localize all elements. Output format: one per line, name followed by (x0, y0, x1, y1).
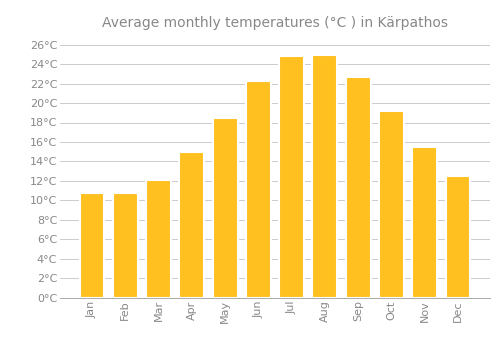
Title: Average monthly temperatures (°C ) in Kärpathos: Average monthly temperatures (°C ) in Kä… (102, 16, 448, 30)
Bar (279, 56, 304, 298)
Bar (246, 81, 271, 298)
Bar (80, 194, 104, 298)
Bar (346, 77, 370, 298)
Bar (412, 147, 437, 298)
Bar (180, 152, 204, 298)
Bar (146, 180, 171, 298)
Bar (446, 176, 470, 298)
Bar (212, 118, 238, 298)
Bar (312, 55, 338, 298)
Bar (379, 111, 404, 298)
Bar (113, 193, 138, 298)
